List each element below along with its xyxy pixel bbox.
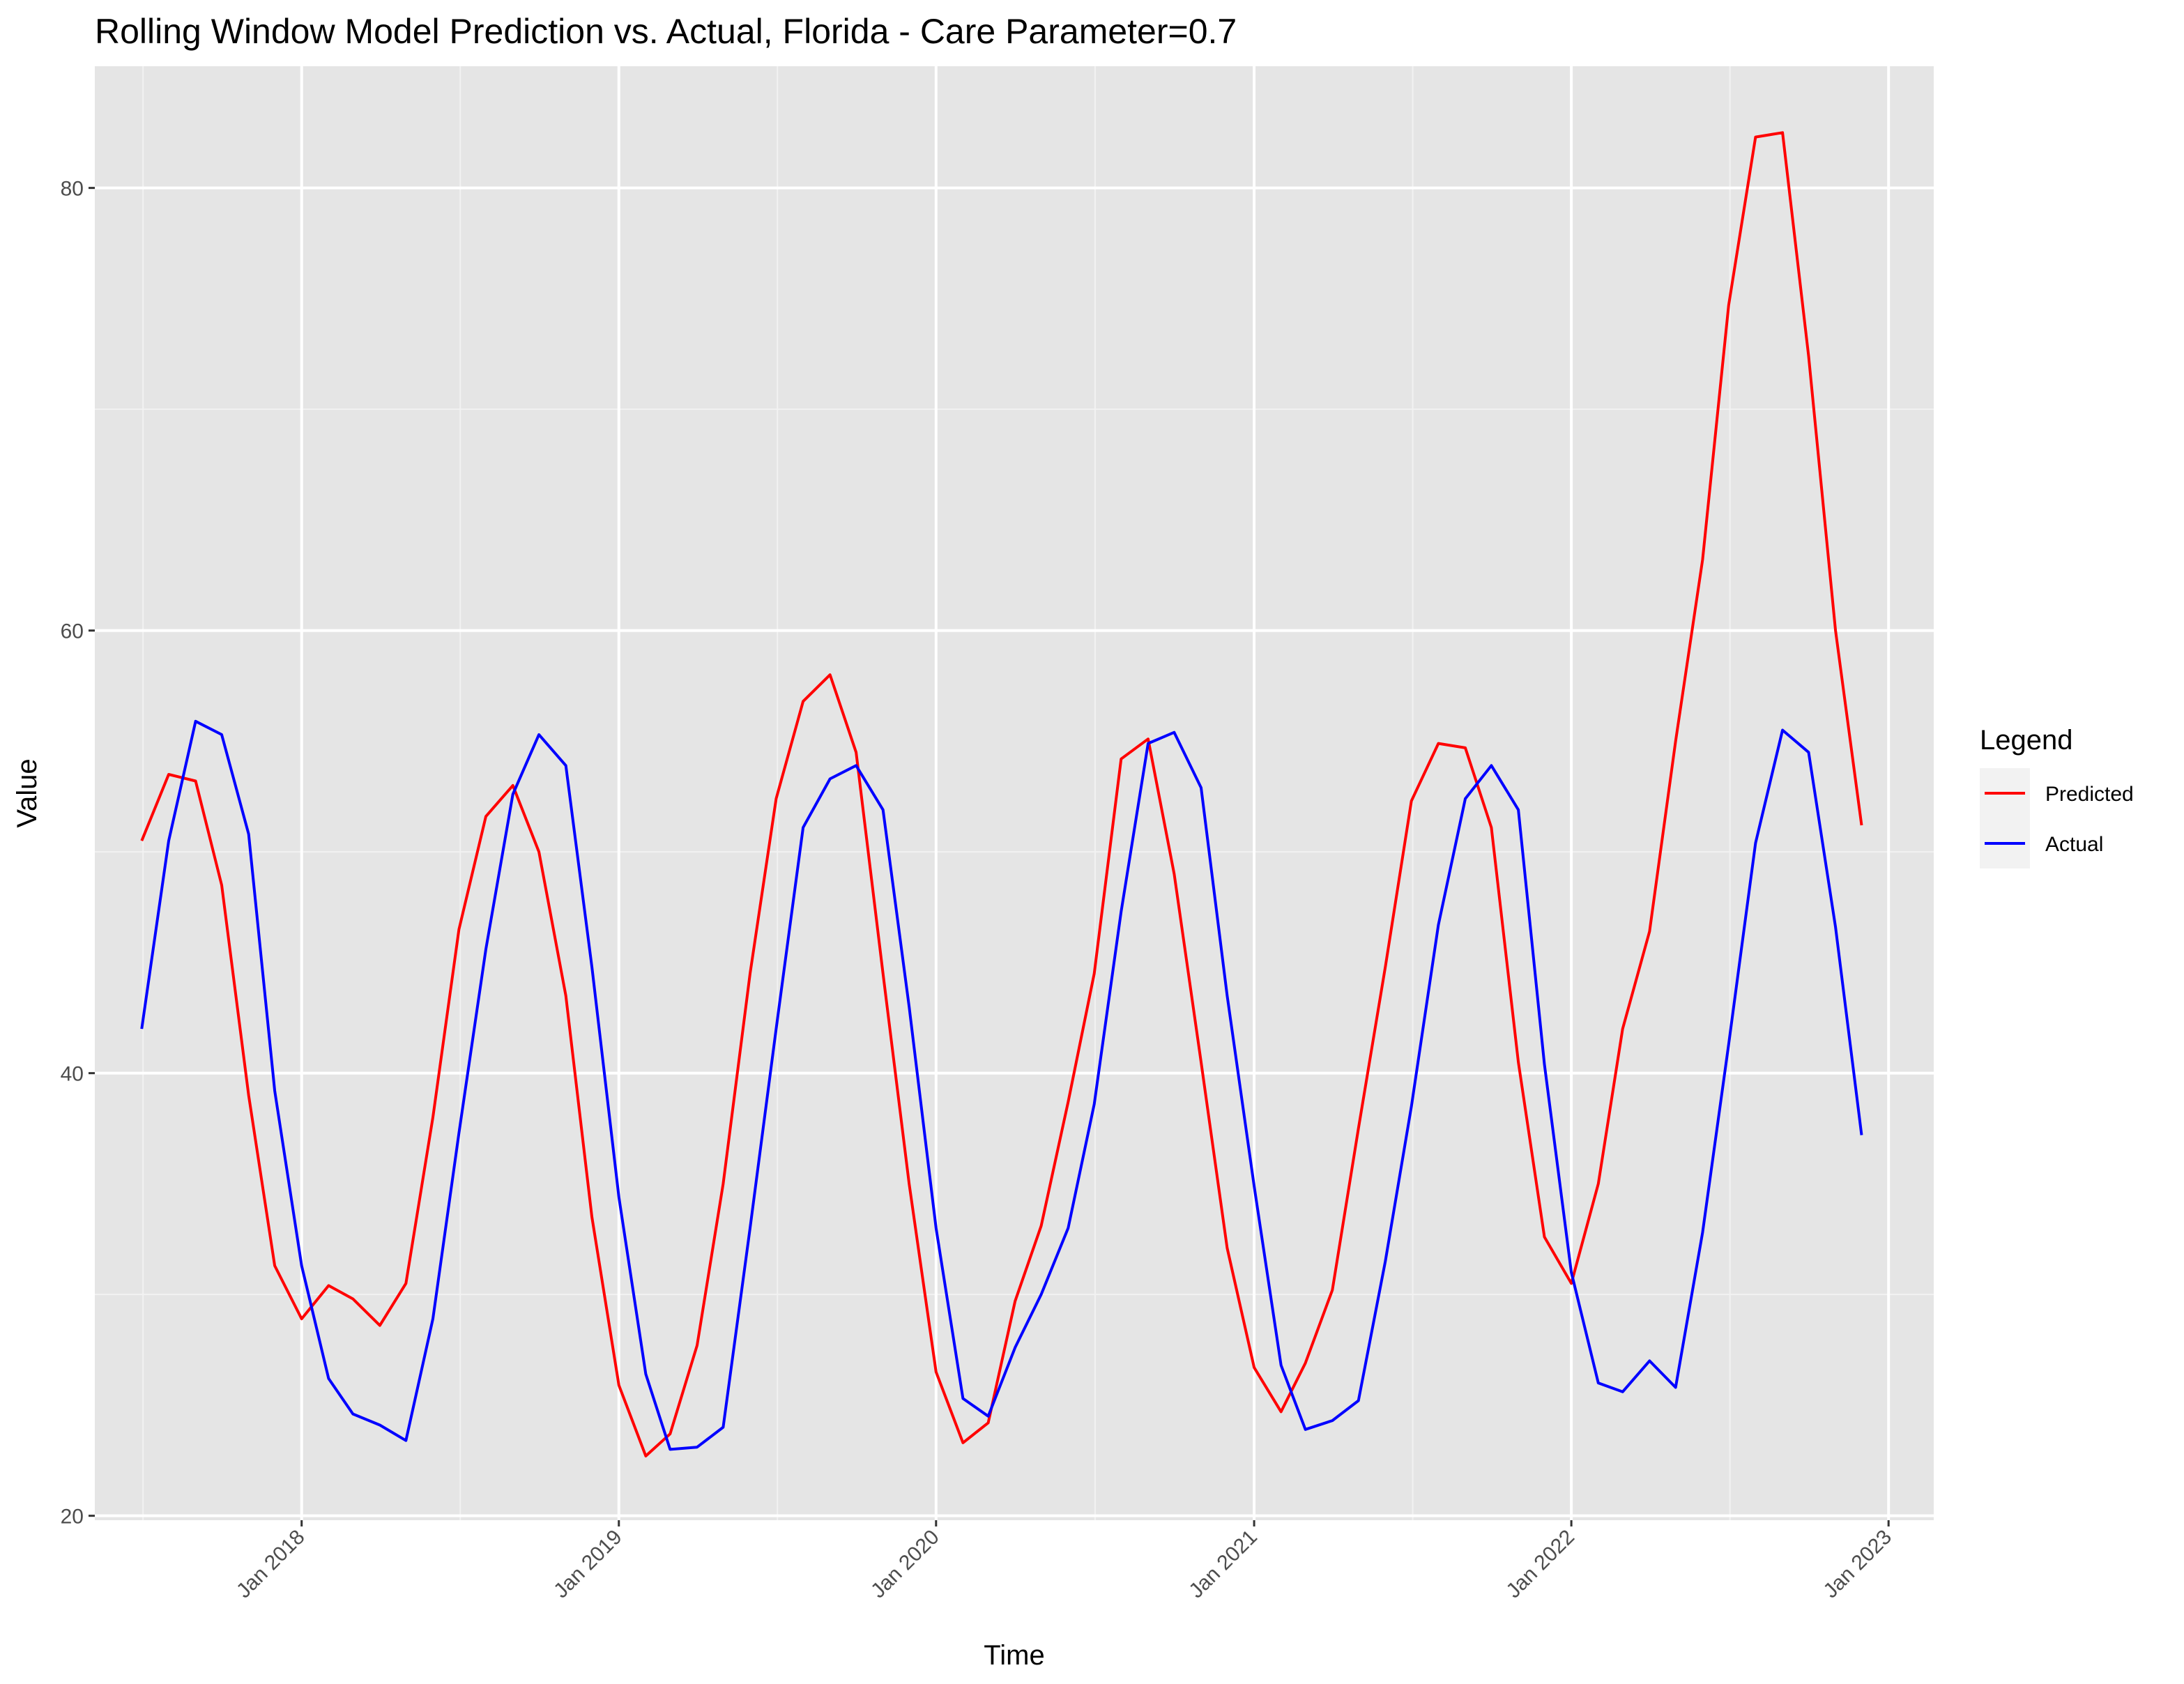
- grid-major-lines: [95, 66, 1934, 1520]
- x-tick-label: Jan 2022: [1502, 1526, 1579, 1603]
- y-axis-title: Value: [12, 758, 43, 827]
- series-line-predicted: [140, 131, 1863, 1457]
- series-lines: [140, 131, 1863, 1457]
- chart-title: Rolling Window Model Prediction vs. Actu…: [95, 12, 1237, 51]
- series-line-actual: [140, 719, 1863, 1451]
- legend: Legend Predicted Actual: [1980, 725, 2134, 868]
- legend-label-actual: Actual: [2045, 833, 2103, 856]
- x-tick-label: Jan 2018: [232, 1526, 310, 1603]
- y-tick-label: 40: [61, 1063, 84, 1086]
- x-tick-label: Jan 2023: [1819, 1526, 1896, 1603]
- y-tick-label: 20: [61, 1506, 84, 1529]
- axis-ticks: [89, 187, 1890, 1526]
- y-tick-label: 80: [61, 178, 84, 201]
- legend-items: Predicted Actual: [1980, 768, 2134, 868]
- x-tick-label: Jan 2021: [1184, 1526, 1262, 1603]
- y-tick-label: 60: [61, 620, 84, 643]
- legend-label-predicted: Predicted: [2045, 783, 2134, 806]
- y-tick-labels: 20 40 60 80: [61, 178, 84, 1529]
- x-tick-labels: Jan 2018 Jan 2019 Jan 2020 Jan 2021 Jan 2022…: [232, 1526, 1896, 1603]
- plot-panel: [95, 66, 1934, 1520]
- grid-minor-lines: [95, 66, 1934, 1520]
- x-tick-label: Jan 2020: [866, 1526, 944, 1603]
- legend-title: Legend: [1980, 725, 2072, 756]
- x-tick-label: Jan 2019: [549, 1526, 627, 1603]
- x-axis-title: Time: [984, 1640, 1044, 1671]
